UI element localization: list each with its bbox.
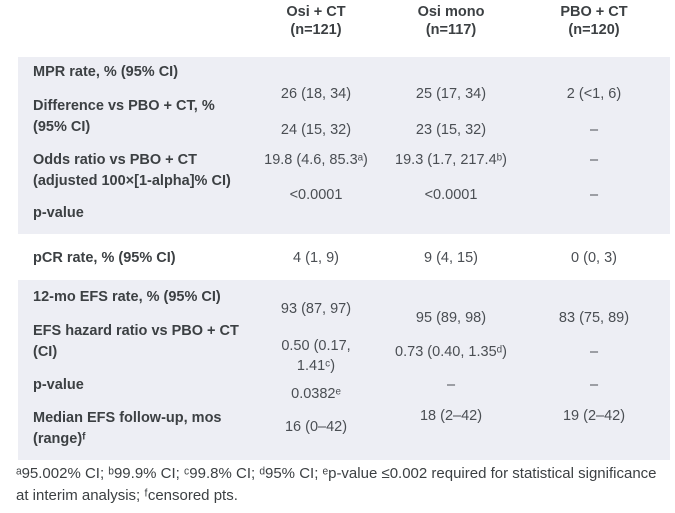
value-cell: 18 (2–42): [419, 408, 483, 424]
column-header-pbo-ct: PBO + CT (n=120): [560, 3, 627, 39]
value-cell: <0.0001: [424, 187, 478, 203]
value-cell: –: [589, 187, 599, 203]
column-header-osi-mono: Osi mono (n=117): [418, 3, 485, 39]
value-cell: 26 (18, 34): [280, 86, 352, 102]
section-background: [18, 57, 670, 234]
row-label-median-efs-follow-up: Median EFS follow-up, mos (range)ᶠ: [33, 410, 222, 447]
value-cell: 83 (75, 89): [558, 310, 630, 326]
column-header-n: (n=120): [568, 22, 620, 38]
value-cell: 23 (15, 32): [415, 122, 487, 138]
column-header-name: Osi mono: [417, 4, 485, 20]
row-label-pcr-rate: pCR rate, % (95% CI): [33, 250, 176, 266]
section-background: [18, 280, 670, 460]
row-label-12mo-efs-rate: 12-mo EFS rate, % (95% CI): [33, 289, 221, 305]
value-cell: 95 (89, 98): [415, 310, 487, 326]
row-label-difference-vs-pbo: Difference vs PBO + CT, % (95% CI): [33, 98, 215, 135]
value-cell: –: [589, 152, 599, 168]
value-cell: 25 (17, 34): [415, 86, 487, 102]
row-label-p-value-efs: p-value: [33, 377, 84, 393]
value-cell: –: [589, 377, 599, 393]
value-cell: 0.73 (0.40, 1.35ᵈ): [395, 344, 507, 360]
value-cell: 0.50 (0.17, 1.41ᶜ): [281, 338, 351, 374]
row-label-efs-hazard-ratio: EFS hazard ratio vs PBO + CT (CI): [33, 323, 239, 360]
value-cell: –: [446, 377, 456, 393]
value-cell: 19 (2–42): [562, 408, 626, 424]
value-cell: 0 (0, 3): [571, 250, 617, 266]
column-header-osi-ct: Osi + CT (n=121): [286, 3, 345, 39]
value-cell: 2 (<1, 6): [566, 86, 622, 102]
column-header-n: (n=121): [290, 22, 342, 38]
value-cell: 19.3 (1.7, 217.4ᵇ): [395, 152, 507, 168]
value-cell: 0.0382ᵉ: [291, 386, 341, 402]
value-cell: –: [589, 344, 599, 360]
table-footnote: ᵃ95.002% CI; ᵇ99.9% CI; ᶜ99.8% CI; ᵈ95% …: [16, 465, 657, 504]
column-header-name: Osi + CT: [286, 4, 346, 20]
value-cell: –: [589, 122, 599, 138]
row-label-odds-ratio: Odds ratio vs PBO + CT (adjusted 100×[1-…: [33, 152, 231, 189]
value-cell: 93 (87, 97): [280, 301, 352, 317]
column-header-name: PBO + CT: [560, 4, 628, 20]
value-cell: 24 (15, 32): [280, 122, 352, 138]
value-cell: 9 (4, 15): [424, 250, 478, 266]
row-label-p-value-mpr: p-value: [33, 205, 84, 221]
value-cell: 19.8 (4.6, 85.3ᵃ): [264, 152, 368, 168]
row-label-mpr-rate: MPR rate, % (95% CI): [33, 64, 179, 80]
value-cell: <0.0001: [289, 187, 343, 203]
column-header-n: (n=117): [425, 22, 477, 38]
value-cell: 16 (0–42): [284, 419, 348, 435]
value-cell: 4 (1, 9): [293, 250, 339, 266]
